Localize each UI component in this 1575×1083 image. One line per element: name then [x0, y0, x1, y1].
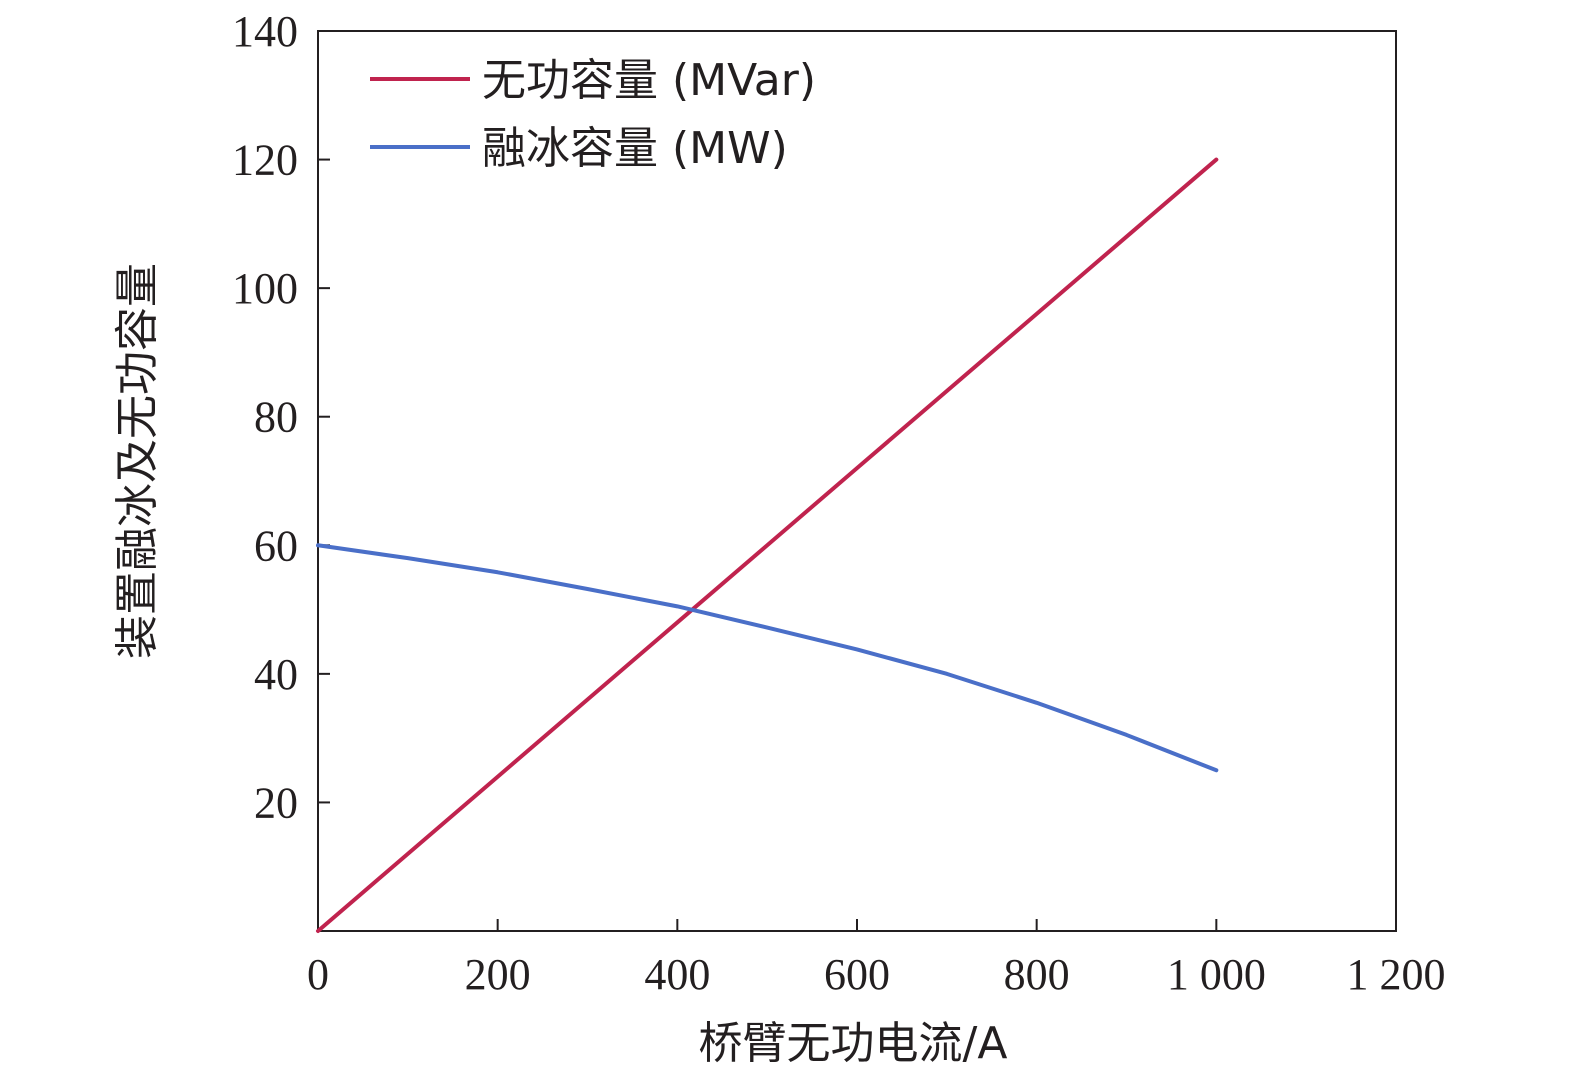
- y-tick-label: 140: [232, 7, 298, 56]
- x-tick-label: 1 200: [1347, 950, 1446, 999]
- legend-label-1: 融冰容量 (MW): [482, 123, 788, 174]
- x-tick-label: 0: [307, 950, 329, 999]
- x-tick-label: 1 000: [1167, 950, 1266, 999]
- y-tick-label: 40: [254, 650, 298, 699]
- x-tick-label: 800: [1004, 950, 1070, 999]
- y-tick-label: 120: [232, 136, 298, 185]
- x-tick-label: 400: [644, 950, 710, 999]
- y-tick-label: 100: [232, 264, 298, 313]
- y-axis-title: 装置融冰及无功容量: [112, 263, 163, 659]
- legend-label-0: 无功容量 (MVar): [482, 55, 816, 106]
- x-tick-label: 200: [465, 950, 531, 999]
- y-tick-label: 20: [254, 778, 298, 827]
- legend: 无功容量 (MVar) 融冰容量 (MW): [370, 55, 816, 174]
- series-layer: [316, 157, 1219, 933]
- y-tick-label: 60: [254, 521, 298, 570]
- x-axis-title: 桥臂无功电流/A: [699, 1018, 1008, 1069]
- series-line-1: [316, 543, 1219, 773]
- x-tick-label: 600: [824, 950, 890, 999]
- y-tick-label: 80: [254, 393, 298, 442]
- plot-frame: [317, 30, 1397, 932]
- series-line-0: [316, 157, 1219, 933]
- ticks-layer: 0 200 400 600 800 1 000 1 200 20 40 60 80 100 120 140: [232, 7, 1446, 999]
